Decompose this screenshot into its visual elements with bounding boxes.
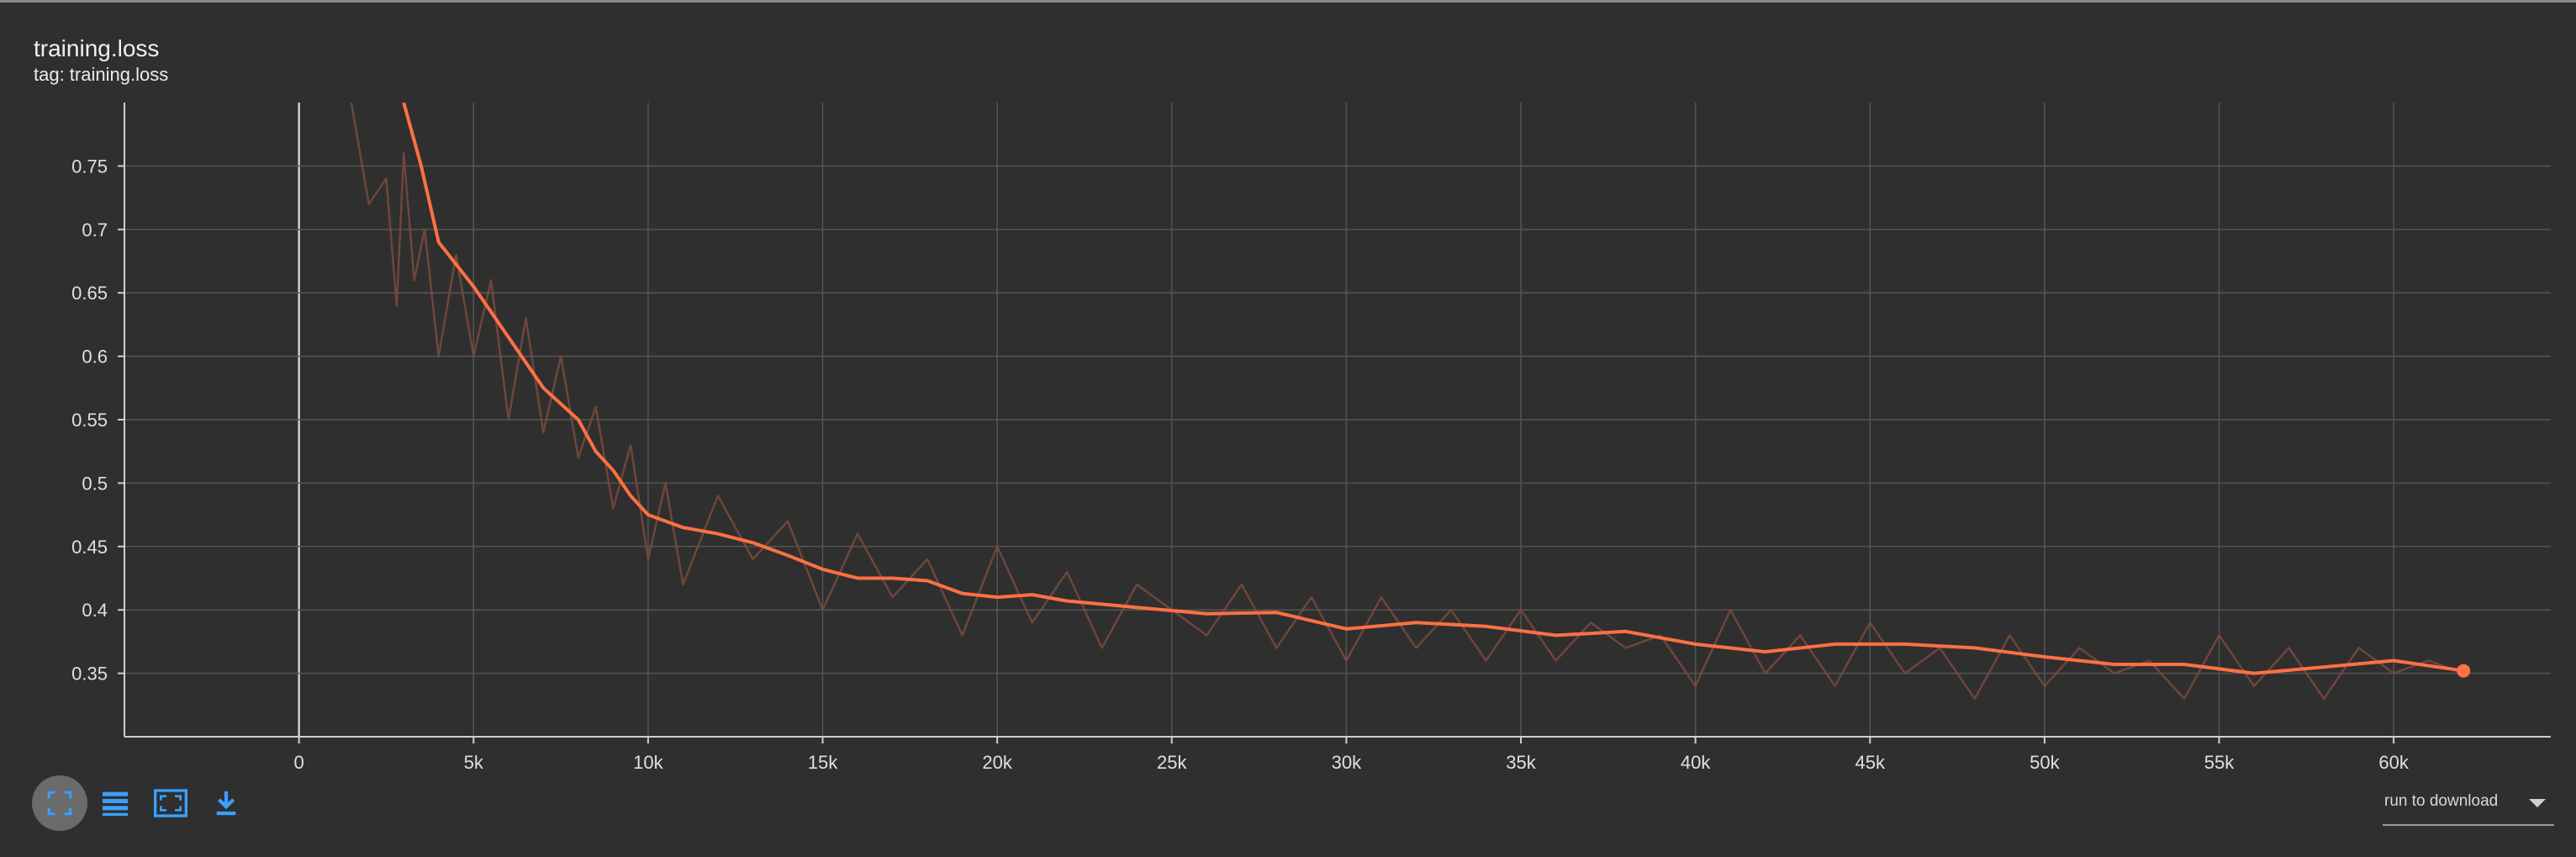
y-tick-label: 0.6 <box>82 347 108 368</box>
x-tick-label: 15k <box>808 752 838 773</box>
axis-layer: 0 5k 10k 15k 20k 25k 30k 35k 40k 45k 50k 55k 60k 0.35… <box>71 103 2551 773</box>
x-tick-label: 25k <box>1157 752 1187 773</box>
run-download-select[interactable]: run to download <box>2383 787 2554 826</box>
data-layer <box>350 103 2471 701</box>
fit-domain-icon <box>47 791 72 816</box>
lines-toggle-icon <box>103 791 128 816</box>
x-tick-label: 20k <box>982 752 1012 773</box>
y-tick-label: 0.4 <box>82 600 108 621</box>
x-tick-label: 45k <box>1855 752 1886 773</box>
x-tick-label: 0 <box>294 752 304 773</box>
card-subtitle: tag: training.loss <box>34 64 169 85</box>
x-tick-label: 5k <box>464 752 484 773</box>
raw-loss-line <box>350 103 2464 701</box>
chart-toolbar <box>32 775 254 831</box>
fit-to-data-icon <box>154 789 187 817</box>
x-tick-label: 35k <box>1506 752 1536 773</box>
y-tick-label: 0.35 <box>71 664 108 685</box>
y-tick-label: 0.45 <box>71 537 108 558</box>
download-button[interactable] <box>198 775 254 831</box>
y-tick-label: 0.5 <box>82 473 108 494</box>
y-tick-label: 0.7 <box>82 220 108 241</box>
chevron-down-icon <box>2529 799 2546 807</box>
y-tick-label: 0.65 <box>71 283 108 304</box>
fit-to-data-button[interactable] <box>143 775 198 831</box>
card-title: training.loss <box>34 35 160 61</box>
run-download-label: run to download <box>2384 792 2499 810</box>
x-tick-label: 30k <box>1332 752 1362 773</box>
last-point-marker <box>2457 664 2471 678</box>
smoothed-loss-line <box>402 103 2464 675</box>
x-tick-label: 55k <box>2204 752 2235 773</box>
y-tick-label: 0.75 <box>71 156 108 177</box>
x-tick-label: 40k <box>1681 752 1711 773</box>
toggle-lines-button[interactable] <box>87 775 143 831</box>
y-tick-label: 0.55 <box>71 410 108 431</box>
fit-domain-button[interactable] <box>32 775 87 831</box>
x-tick-label: 60k <box>2378 752 2409 773</box>
top-border <box>0 0 2576 3</box>
x-tick-label: 50k <box>2030 752 2060 773</box>
grid-layer <box>124 103 2551 737</box>
x-tick-label: 10k <box>633 752 663 773</box>
download-icon <box>216 791 236 816</box>
